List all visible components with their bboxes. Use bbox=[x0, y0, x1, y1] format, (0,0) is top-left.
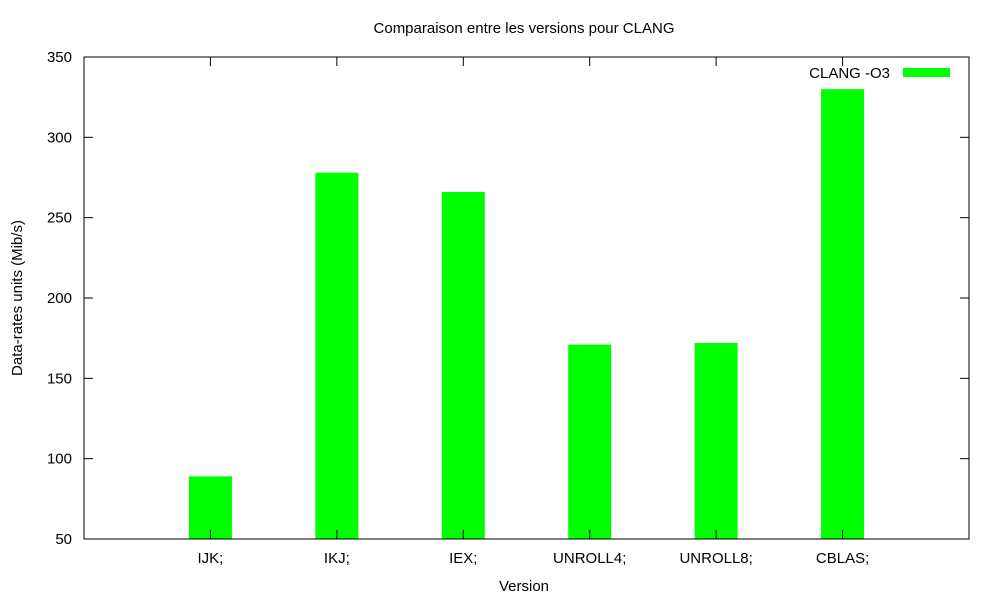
plot-frame bbox=[83, 56, 970, 540]
y-tick-label-2: 150 bbox=[47, 370, 72, 387]
x-tick-label-5: CBLAS; bbox=[816, 550, 869, 567]
y-axis-label: Data-rates units (Mib/s) bbox=[9, 220, 26, 376]
x-tick-label-4: UNROLL8; bbox=[679, 550, 752, 567]
x-axis-label: Version bbox=[499, 578, 549, 595]
bar-3 bbox=[568, 344, 612, 539]
y-tick-label-1: 100 bbox=[47, 451, 72, 468]
x-tick-label-2: IEX; bbox=[449, 550, 477, 567]
y-tick-label-4: 250 bbox=[47, 210, 72, 227]
x-tick-label-0: IJK; bbox=[198, 550, 224, 567]
x-tick-label-3: UNROLL4; bbox=[553, 550, 626, 567]
chart-title: Comparaison entre les versions pour CLAN… bbox=[374, 20, 675, 37]
bar-4 bbox=[694, 342, 738, 539]
bars-group bbox=[188, 89, 865, 539]
legend-swatch bbox=[903, 68, 950, 77]
bar-0 bbox=[188, 476, 232, 539]
legend: CLANG -O3 bbox=[809, 65, 950, 82]
x-tick-label-1: IKJ; bbox=[324, 550, 350, 567]
y-tick-label-5: 300 bbox=[47, 129, 72, 146]
bar-2 bbox=[441, 191, 485, 539]
legend-label: CLANG -O3 bbox=[809, 65, 890, 82]
y-tick-label-3: 200 bbox=[47, 290, 72, 307]
bar-5 bbox=[821, 89, 865, 539]
y-tick-label-0: 50 bbox=[55, 531, 72, 548]
y-tick-label-6: 350 bbox=[47, 49, 72, 66]
bar-1 bbox=[315, 172, 359, 539]
